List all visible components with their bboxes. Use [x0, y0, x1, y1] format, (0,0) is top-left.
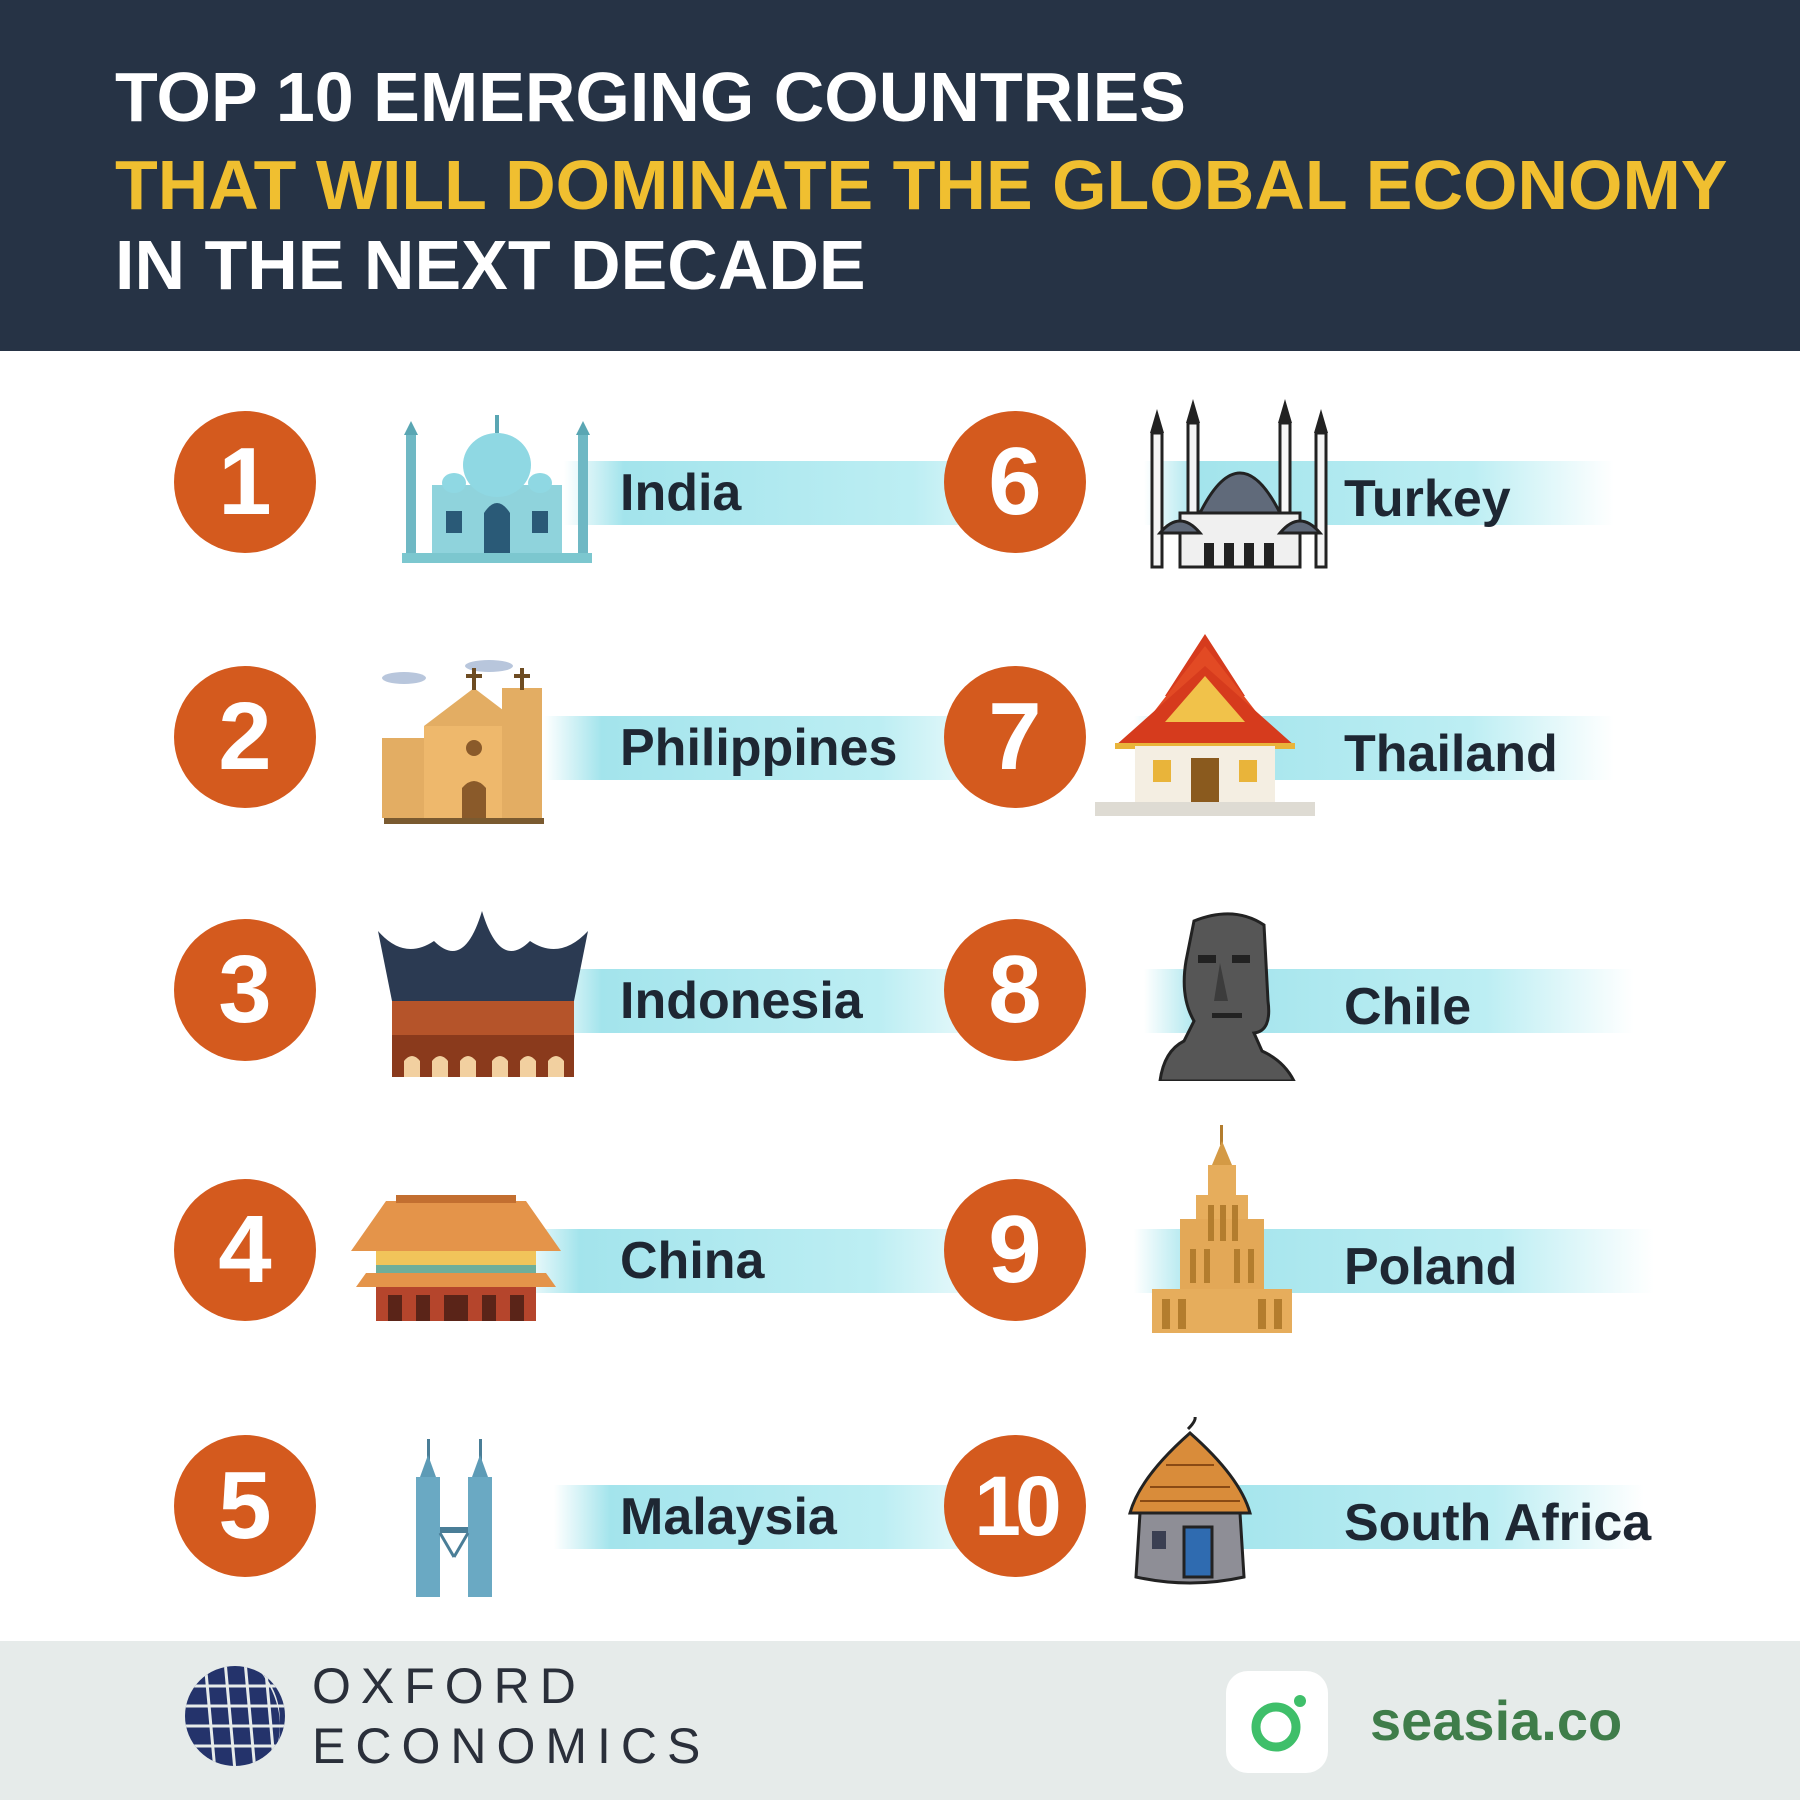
blue-mosque-icon [1150, 399, 1328, 569]
ranking-list: 1 India 2 Phili [0, 351, 1800, 1641]
taj-mahal-icon [402, 415, 592, 563]
hut-icon [1128, 1417, 1252, 1585]
list-item: 7 Thailand [944, 634, 1704, 866]
rank-badge: 3 [174, 919, 316, 1061]
country-name: South Africa [1344, 1494, 1652, 1552]
header-banner: TOP 10 EMERGING COUNTRIES THAT WILL DOMI… [0, 0, 1800, 351]
thai-temple-icon [1095, 634, 1315, 816]
list-item: 8 Chile [944, 912, 1704, 1119]
rank-badge: 1 [174, 411, 316, 553]
seasia-brand-text: seasia.co [1370, 1689, 1623, 1752]
title-line-2: THAT WILL DOMINATE THE GLOBAL ECONOMY [115, 146, 1728, 224]
forbidden-city-icon [351, 1195, 561, 1321]
rank-badge: 2 [174, 666, 316, 808]
country-name: Philippines [620, 719, 898, 777]
rank-badge: 4 [174, 1179, 316, 1321]
seasia-logo [1226, 1671, 1328, 1773]
petronas-towers-icon [416, 1439, 492, 1597]
name-ribbon [519, 1229, 1024, 1293]
rank-badge: 9 [944, 1179, 1086, 1321]
rank-badge: 10 [944, 1435, 1086, 1577]
list-item: 2 Philippines [174, 660, 1024, 866]
country-name: Chile [1344, 978, 1472, 1036]
list-item: 10 South Africa [944, 1417, 1704, 1635]
rank-badge: 5 [174, 1435, 316, 1577]
list-item: 6 Turkey [944, 399, 1704, 611]
title-line-3: IN THE NEXT DECADE [115, 226, 866, 304]
country-name: Indonesia [620, 972, 863, 1030]
country-name: China [620, 1232, 765, 1290]
rank-badge: 6 [944, 411, 1086, 553]
rumah-gadang-icon [378, 911, 588, 1077]
list-item: 4 China [174, 1179, 1024, 1379]
list-item: 3 Indonesia [174, 911, 1024, 1119]
oxford-economics-globe-logo [185, 1666, 285, 1766]
list-item: 1 India [174, 411, 1064, 611]
rank-badge: 8 [944, 919, 1086, 1061]
list-item: 9 Poland [944, 1125, 1704, 1379]
country-name: Poland [1344, 1238, 1518, 1296]
oxford-logo-text: OXFORD [312, 1658, 586, 1714]
footer: OXFORD ECONOMICS seasia.co [0, 1641, 1800, 1800]
title-line-1: TOP 10 EMERGING COUNTRIES [115, 58, 1186, 136]
palace-of-culture-icon [1152, 1125, 1292, 1333]
rank-badge: 7 [944, 666, 1086, 808]
economics-logo-text: ECONOMICS [312, 1718, 711, 1774]
country-name: Thailand [1344, 725, 1558, 783]
country-name: Turkey [1344, 470, 1511, 528]
moai-icon [1158, 912, 1296, 1081]
seasia-ring-icon [1251, 1695, 1306, 1752]
church-icon [382, 660, 544, 824]
country-name: Malaysia [620, 1488, 837, 1546]
list-item: 5 Malaysia [174, 1435, 1024, 1635]
country-name: India [620, 464, 742, 522]
